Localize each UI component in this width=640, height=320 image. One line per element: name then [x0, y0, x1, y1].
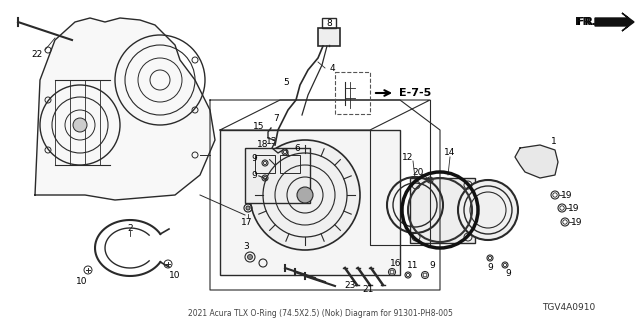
Polygon shape	[595, 13, 634, 31]
Bar	[280, 155, 300, 173]
Text: 17: 17	[241, 218, 253, 227]
Text: 7: 7	[273, 114, 279, 123]
Text: 8: 8	[326, 19, 332, 28]
Text: 10: 10	[76, 277, 88, 286]
Text: 10: 10	[169, 270, 180, 279]
Text: 9: 9	[505, 269, 511, 278]
Text: 11: 11	[407, 261, 419, 270]
Text: 15: 15	[253, 122, 265, 131]
Bar	[335, 72, 370, 114]
Bar	[255, 155, 275, 173]
Text: 9: 9	[487, 262, 493, 271]
Text: 6: 6	[294, 143, 300, 153]
Text: 19: 19	[568, 204, 580, 212]
Polygon shape	[35, 18, 215, 200]
Text: 12: 12	[403, 153, 413, 162]
Text: FR.: FR.	[575, 17, 596, 27]
Text: 9: 9	[251, 171, 257, 180]
Bar	[245, 148, 310, 203]
Bar	[322, 18, 336, 28]
Text: 5: 5	[283, 77, 289, 86]
Circle shape	[73, 118, 87, 132]
Text: 4: 4	[329, 63, 335, 73]
Text: 19: 19	[572, 218, 583, 227]
Text: 3: 3	[243, 242, 249, 251]
Text: 16: 16	[390, 259, 402, 268]
Bar	[410, 178, 475, 243]
Circle shape	[246, 206, 250, 210]
Text: 14: 14	[444, 148, 456, 156]
Circle shape	[458, 180, 518, 240]
Polygon shape	[515, 145, 558, 178]
Text: 9: 9	[429, 261, 435, 270]
Bar	[220, 130, 400, 275]
Text: FR.: FR.	[577, 17, 598, 27]
Text: 1: 1	[551, 137, 557, 146]
Text: 2021 Acura TLX O-Ring (74.5X2.5) (Nok) Diagram for 91301-PH8-005: 2021 Acura TLX O-Ring (74.5X2.5) (Nok) D…	[188, 309, 452, 318]
Text: 23: 23	[344, 281, 356, 290]
Circle shape	[250, 140, 360, 250]
Circle shape	[248, 254, 253, 260]
Text: 22: 22	[31, 50, 43, 59]
Text: E-7-5: E-7-5	[399, 88, 431, 98]
Text: 21: 21	[362, 284, 374, 293]
Text: TGV4A0910: TGV4A0910	[541, 303, 595, 313]
Text: 19: 19	[561, 190, 573, 199]
Text: 2: 2	[127, 223, 133, 233]
Text: 9: 9	[251, 154, 257, 163]
Text: 18: 18	[257, 140, 269, 148]
Text: 13: 13	[266, 137, 278, 146]
Circle shape	[297, 187, 313, 203]
Text: 20: 20	[412, 167, 424, 177]
Bar	[318, 28, 340, 46]
